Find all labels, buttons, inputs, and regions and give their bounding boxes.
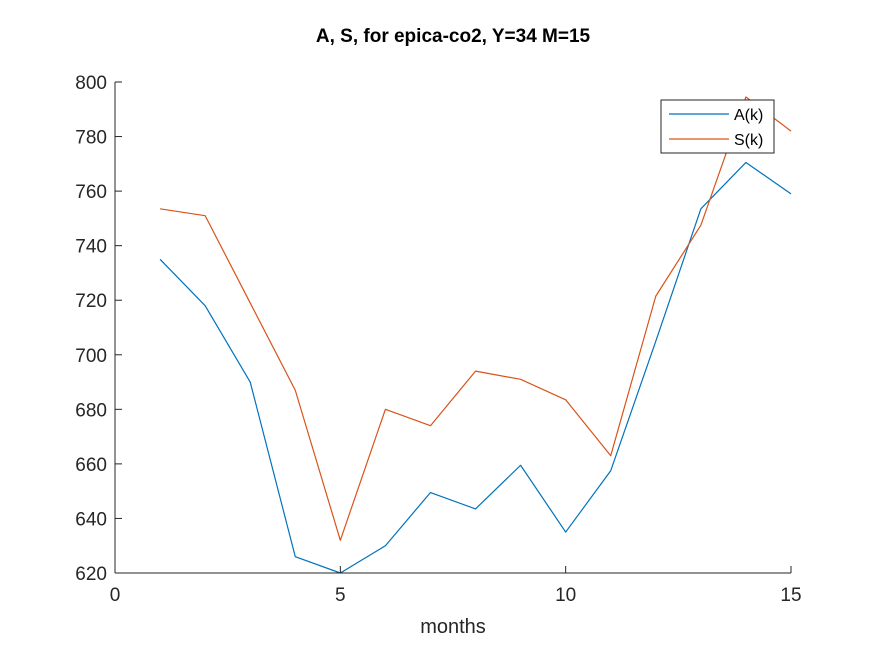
x-tick-label: 5 xyxy=(335,585,346,606)
x-axis-label: months xyxy=(420,616,486,638)
axes-layer: 620 640 660 680 700 720 740 760 780 800 0 5 10 15 xyxy=(75,73,801,606)
y-tick-label: 800 xyxy=(75,73,107,94)
x-tick-label: 15 xyxy=(780,585,801,606)
series-line-0 xyxy=(159,161,792,574)
y-tick-label: 720 xyxy=(75,291,107,312)
y-tick-label: 680 xyxy=(75,400,107,421)
y-tick-label: 780 xyxy=(75,128,107,149)
chart-title: A, S, for epica-co2, Y=34 M=15 xyxy=(316,26,591,47)
legend-label-0: A(k) xyxy=(734,107,763,124)
x-tick-label: 0 xyxy=(110,585,121,606)
y-tick-label: 740 xyxy=(75,237,107,258)
y-tick-label: 620 xyxy=(75,564,107,585)
y-tick-label: 640 xyxy=(75,509,107,530)
y-tick-label: 660 xyxy=(75,455,107,476)
y-tick-label: 760 xyxy=(75,182,107,203)
legend-box xyxy=(660,99,775,154)
x-tick-label: 10 xyxy=(555,585,576,606)
y-tick-label: 700 xyxy=(75,346,107,367)
legend[interactable]: A(k) S(k) xyxy=(660,99,775,154)
series-layer xyxy=(159,96,792,574)
legend-label-1: S(k) xyxy=(734,132,763,149)
plot-area: 620 640 660 680 700 720 740 760 780 800 0 5 10 15 xyxy=(75,73,801,606)
series-line-1 xyxy=(159,96,792,541)
